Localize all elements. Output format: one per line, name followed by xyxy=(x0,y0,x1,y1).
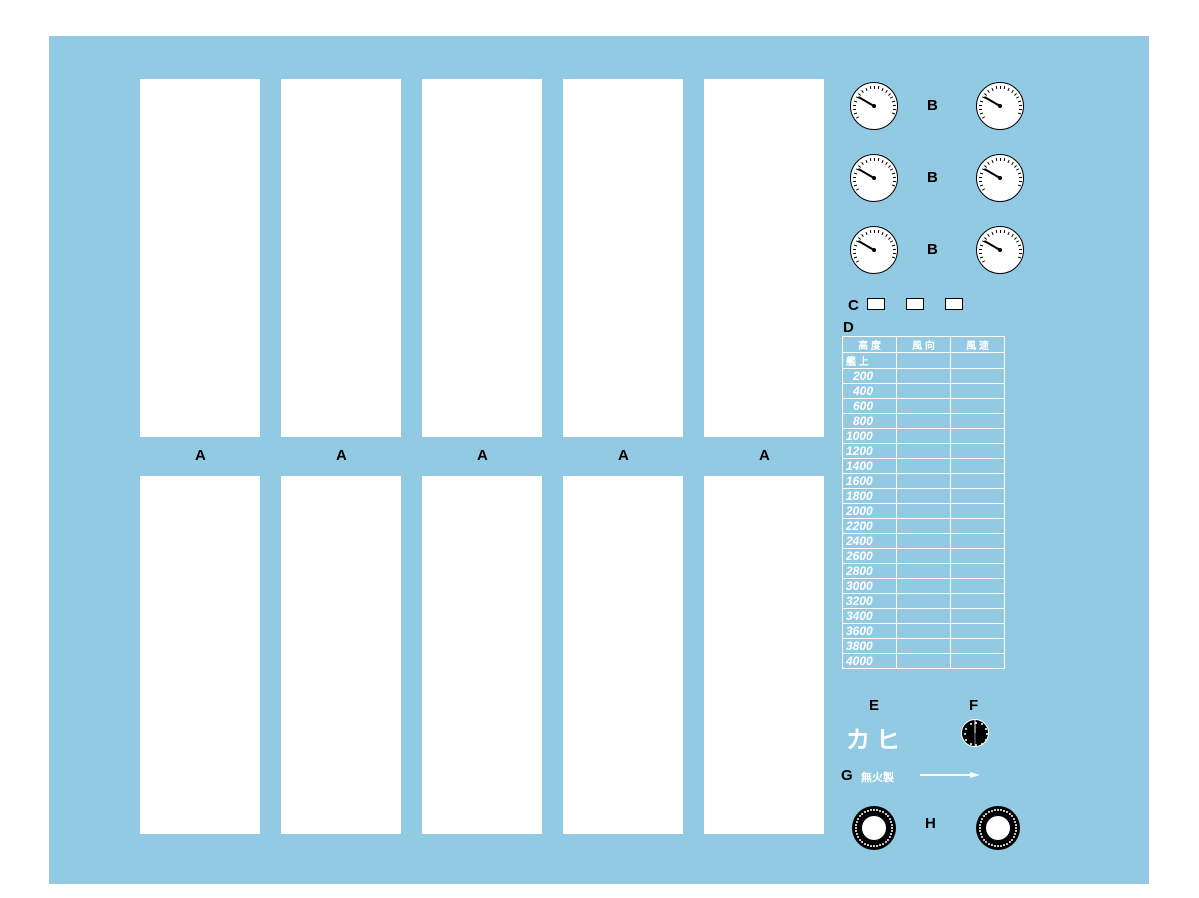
table-header: 高 度 xyxy=(843,337,897,353)
gauge-icon xyxy=(976,154,1024,202)
label-a: A xyxy=(477,447,488,464)
panel-a xyxy=(422,476,542,834)
table-cell: 3400 xyxy=(843,609,897,624)
compass-icon xyxy=(976,806,1020,850)
compass-icon xyxy=(852,806,896,850)
label-c: C xyxy=(848,297,859,314)
table-cell: 3600 xyxy=(843,624,897,639)
decal-sheet: A A A A A B B B CD高 度風 向風 速艦 上200400600800100012… xyxy=(49,36,1149,884)
panel-a xyxy=(704,79,824,437)
label-a: A xyxy=(336,447,347,464)
label-e: E xyxy=(869,697,879,714)
panel-a xyxy=(281,476,401,834)
label-g: G xyxy=(841,767,853,784)
panel-a xyxy=(140,476,260,834)
gauge-icon xyxy=(976,82,1024,130)
gauge-icon xyxy=(850,154,898,202)
label-h: H xyxy=(925,815,936,832)
table-cell: 400 xyxy=(843,384,897,399)
altitude-table: 高 度風 向風 速艦 上2004006008001000120014001600… xyxy=(842,336,1005,669)
placard-icon xyxy=(867,298,885,310)
table-cell: 4000 xyxy=(843,654,897,669)
clock-icon xyxy=(961,719,989,747)
table-cell: 1600 xyxy=(843,474,897,489)
gauge-icon xyxy=(976,226,1024,274)
table-header: 風 速 xyxy=(951,337,1005,353)
label-b: B xyxy=(927,169,938,186)
label-d: D xyxy=(843,319,854,336)
table-cell: 2000 xyxy=(843,504,897,519)
table-cell: 1000 xyxy=(843,429,897,444)
table-cell: 3200 xyxy=(843,594,897,609)
table-cell: 2400 xyxy=(843,534,897,549)
katakana-text: カヒ xyxy=(846,720,906,755)
placard-icon xyxy=(945,298,963,310)
table-cell: 2600 xyxy=(843,549,897,564)
panel-a xyxy=(140,79,260,437)
panel-a xyxy=(704,476,824,834)
table-cell: 600 xyxy=(843,399,897,414)
table-cell: 2800 xyxy=(843,564,897,579)
label-a: A xyxy=(759,447,770,464)
table-cell: 200 xyxy=(843,369,897,384)
label-a: A xyxy=(195,447,206,464)
table-header: 風 向 xyxy=(897,337,951,353)
table-cell: 1400 xyxy=(843,459,897,474)
table-cell: 1200 xyxy=(843,444,897,459)
label-b: B xyxy=(927,241,938,258)
panel-a xyxy=(281,79,401,437)
label-f: F xyxy=(969,697,978,714)
label-b: B xyxy=(927,97,938,114)
table-cell: 艦 上 xyxy=(843,353,897,369)
placard-icon xyxy=(906,298,924,310)
label-a: A xyxy=(618,447,629,464)
table-cell: 3800 xyxy=(843,639,897,654)
table-cell: 1800 xyxy=(843,489,897,504)
panel-a xyxy=(422,79,542,437)
gauge-icon xyxy=(850,82,898,130)
panel-a xyxy=(563,79,683,437)
arrow-text: 無火製 xyxy=(861,769,894,785)
table-cell: 2200 xyxy=(843,519,897,534)
gauge-icon xyxy=(850,226,898,274)
table-cell: 3000 xyxy=(843,579,897,594)
panel-a xyxy=(563,476,683,834)
table-cell: 800 xyxy=(843,414,897,429)
